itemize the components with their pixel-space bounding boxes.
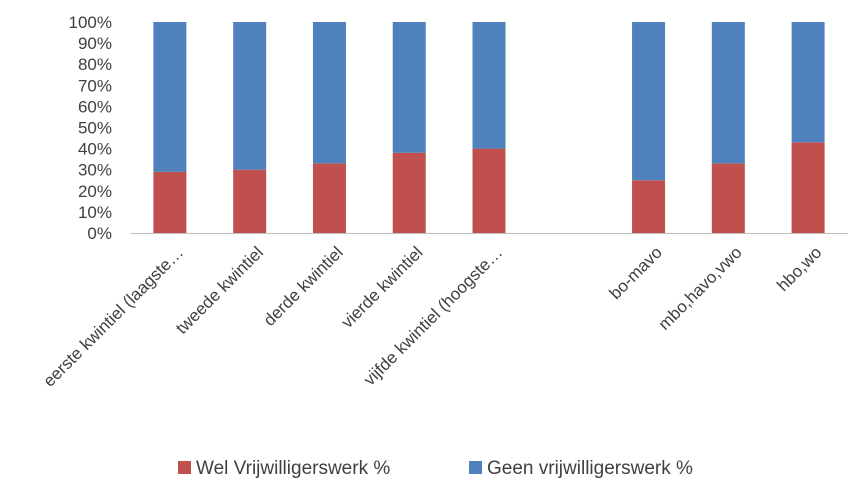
y-tick-label: 50% [78, 119, 112, 138]
y-tick-label: 100% [69, 13, 112, 32]
bar-segment-wel [312, 163, 346, 233]
bar-segment-geen [711, 22, 745, 164]
x-tick-label: bo-mavo [606, 243, 666, 303]
y-tick-label: 30% [78, 161, 112, 180]
x-axis-labels: eerste kwintiel (laagste…tweede kwintiel… [39, 243, 825, 391]
y-tick-label: 70% [78, 76, 112, 95]
y-axis: 0% 10% 20% 30% 40% 50% 60% 70% 80% 90% 100% [69, 13, 112, 243]
y-tick-label: 80% [78, 55, 112, 74]
bar-segment-geen [472, 22, 506, 149]
y-tick-label: 10% [78, 203, 112, 222]
y-tick-label: 40% [78, 140, 112, 159]
bar-segment-geen [153, 22, 187, 172]
x-tick-label: mbo,havo,vwo [655, 243, 746, 334]
legend-swatch-geen [469, 461, 482, 474]
legend-label-wel: Wel Vrijwilligerswerk % [196, 458, 390, 479]
bar-segment-wel [632, 180, 666, 233]
bar-segment-wel [791, 142, 825, 233]
x-tick-label: vierde kwintiel [338, 243, 427, 332]
bar-segment-wel [153, 171, 187, 233]
bar-segment-wel [233, 169, 267, 233]
legend: Wel Vrijwilligerswerk % Geen vrijwillige… [178, 458, 693, 479]
y-tick-label: 20% [78, 182, 112, 201]
y-tick-label: 90% [78, 34, 112, 53]
legend-label-geen: Geen vrijwilligerswerk % [487, 458, 693, 479]
y-tick-label: 60% [78, 97, 112, 116]
bar-segment-geen [791, 22, 825, 143]
bars [153, 22, 825, 233]
bar-segment-geen [233, 22, 267, 170]
x-tick-label: derde kwintiel [260, 243, 347, 330]
legend-swatch-wel [178, 461, 191, 474]
y-tick-label: 0% [87, 224, 112, 243]
x-tick-label: hbo,wo [773, 243, 825, 295]
x-tick-label: vijfde kwintiel (hoogste… [360, 243, 506, 389]
bar-segment-wel [472, 148, 506, 233]
bar-segment-wel [711, 163, 745, 233]
bar-segment-geen [312, 22, 346, 164]
bar-segment-geen [632, 22, 666, 181]
bar-segment-wel [392, 152, 426, 233]
bar-segment-geen [392, 22, 426, 153]
x-tick-label: eerste kwintiel (laagste… [39, 243, 187, 391]
